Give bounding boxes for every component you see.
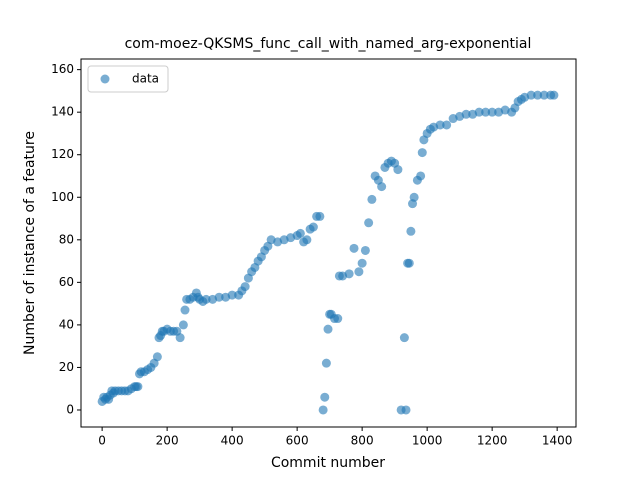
data-point bbox=[399, 333, 409, 343]
x-axis-label: Commit number bbox=[271, 455, 385, 471]
data-point bbox=[377, 182, 387, 192]
data-point bbox=[240, 282, 250, 292]
data-point bbox=[320, 392, 330, 402]
data-point bbox=[533, 90, 543, 100]
y-tick-label: 120 bbox=[51, 147, 74, 161]
data-point bbox=[435, 120, 445, 130]
y-tick-label: 140 bbox=[51, 105, 74, 119]
data-point bbox=[549, 90, 559, 100]
data-point bbox=[481, 107, 491, 117]
data-point bbox=[364, 218, 374, 228]
x-tick-label: 600 bbox=[286, 434, 309, 448]
x-tick-label: 800 bbox=[351, 434, 374, 448]
data-point bbox=[152, 352, 162, 362]
y-tick-label: 20 bbox=[59, 360, 74, 374]
data-point bbox=[461, 109, 471, 119]
x-tick-label: 200 bbox=[156, 434, 179, 448]
y-axis-label: Number of instance of a feature bbox=[22, 131, 38, 355]
data-point bbox=[227, 290, 237, 300]
data-point bbox=[180, 305, 190, 315]
data-point bbox=[308, 222, 318, 232]
data-point bbox=[417, 148, 427, 158]
x-tick-label: 1000 bbox=[412, 434, 443, 448]
plot-frame bbox=[80, 58, 577, 428]
y-tick-label: 60 bbox=[59, 275, 74, 289]
legend-marker bbox=[100, 74, 110, 84]
y-tick-label: 100 bbox=[51, 190, 74, 204]
data-point bbox=[404, 258, 414, 268]
data-point bbox=[357, 258, 367, 268]
data-point bbox=[406, 226, 416, 236]
data-point bbox=[201, 294, 211, 304]
data-point bbox=[442, 120, 452, 130]
data-point bbox=[474, 107, 484, 117]
y-tick-label: 40 bbox=[59, 317, 74, 331]
data-point bbox=[214, 292, 224, 302]
data-point bbox=[349, 243, 359, 253]
data-point bbox=[323, 324, 333, 334]
data-point bbox=[401, 405, 411, 415]
data-point bbox=[416, 171, 426, 181]
data-point bbox=[526, 90, 536, 100]
data-point bbox=[367, 194, 377, 204]
data-point bbox=[393, 165, 403, 175]
data-point bbox=[487, 107, 497, 117]
x-tick-label: 400 bbox=[221, 434, 244, 448]
data-point bbox=[539, 90, 549, 100]
y-tick-label: 160 bbox=[51, 62, 74, 76]
x-tick-label: 1400 bbox=[542, 434, 573, 448]
data-point bbox=[409, 192, 419, 202]
data-point bbox=[178, 320, 188, 330]
chart-title: com-moez-QKSMS_func_call_with_named_arg-… bbox=[125, 36, 532, 52]
y-tick-label: 0 bbox=[66, 402, 74, 416]
data-point bbox=[318, 405, 328, 415]
legend-box bbox=[87, 65, 169, 93]
data-point bbox=[315, 211, 325, 221]
x-tick-label: 1200 bbox=[477, 434, 508, 448]
data-point bbox=[133, 382, 143, 392]
legend-label: data bbox=[132, 72, 159, 86]
data-point bbox=[295, 228, 305, 238]
data-point bbox=[344, 269, 354, 279]
data-point bbox=[354, 267, 364, 277]
data-point bbox=[321, 358, 331, 368]
data-point bbox=[302, 235, 312, 245]
data-point bbox=[333, 314, 343, 324]
data-point bbox=[175, 333, 185, 343]
data-point bbox=[360, 245, 370, 255]
x-tick-label: 0 bbox=[98, 434, 106, 448]
y-tick-label: 80 bbox=[59, 232, 74, 246]
